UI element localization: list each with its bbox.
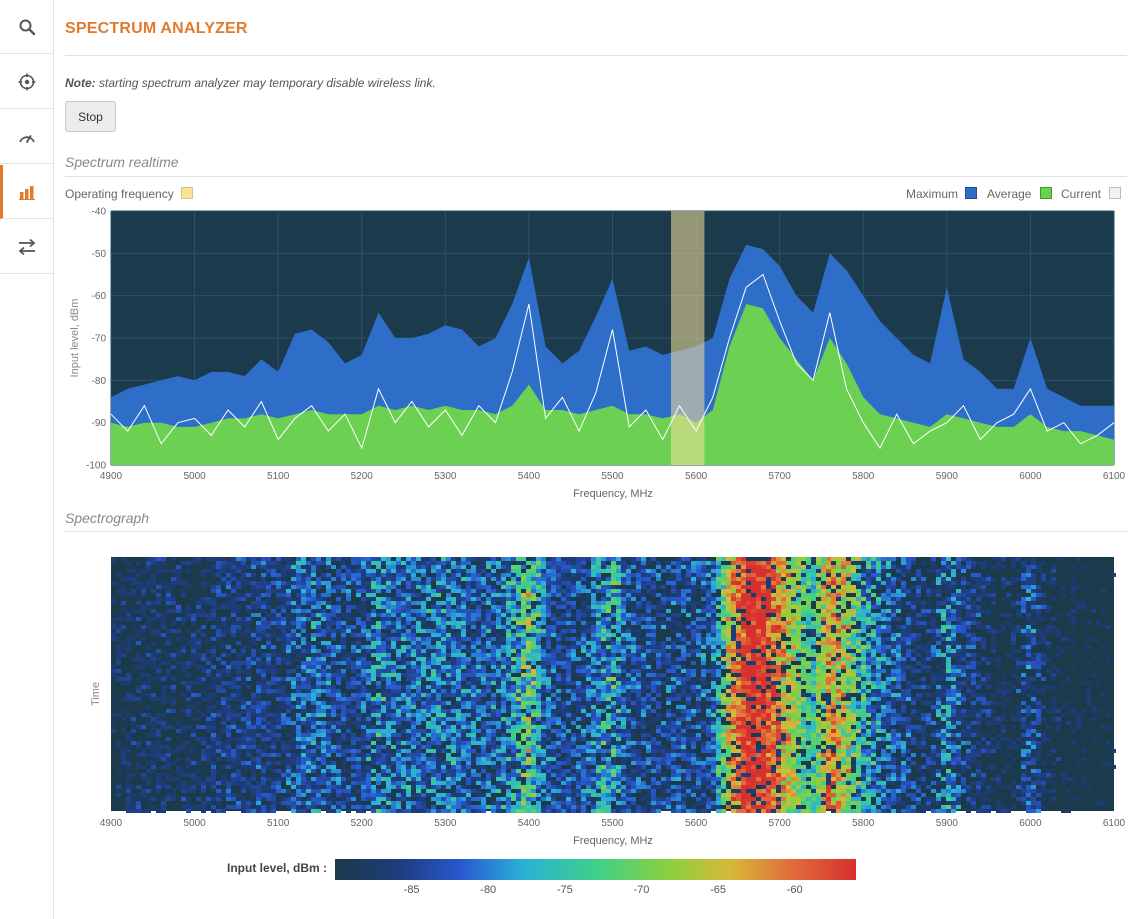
x-tick-label: 5800: [852, 818, 875, 829]
y-tick-label: -80: [92, 376, 107, 387]
x-tick-label: 5400: [518, 818, 541, 829]
spectrograph-cells: [111, 557, 1116, 813]
colorbar-tick-label: -70: [634, 884, 650, 896]
colorbar-tick-label: -65: [710, 884, 726, 896]
colorbar-tick-label: -60: [787, 884, 803, 896]
y-tick-label: -60: [92, 291, 107, 302]
x-tick-label: 6000: [1019, 471, 1042, 482]
y-tick-label: -100: [86, 461, 106, 472]
x-tick-label: 5500: [601, 471, 624, 482]
y-tick-label: -90: [92, 418, 107, 429]
colorbar: [335, 859, 856, 880]
operating-frequency-band: [671, 211, 705, 465]
spectrograph-plot-background: [111, 557, 1114, 811]
x-tick-label: 5800: [852, 471, 875, 482]
spectrograph-x-axis-label: Frequency, MHz: [573, 835, 653, 847]
colorbar-ticks: -85 -80 -75 -70 -65 -60: [404, 884, 803, 896]
x-tick-label: 5300: [434, 471, 457, 482]
y-tick-label: -70: [92, 334, 107, 345]
realtime-y-ticks: -40 -50 -60 -70 -80 -90 -100: [86, 207, 106, 472]
x-tick-label: 6000: [1019, 818, 1042, 829]
spectrograph-y-axis-label: Time: [90, 682, 102, 706]
x-tick-label: 5900: [936, 818, 959, 829]
x-tick-label: 5500: [601, 818, 624, 829]
x-tick-label: 6100: [1103, 471, 1126, 482]
x-tick-label: 5700: [769, 818, 792, 829]
x-tick-label: 5700: [769, 471, 792, 482]
colorbar-label: Input level, dBm :: [227, 861, 328, 875]
colorbar-tick-label: -85: [404, 884, 420, 896]
x-tick-label: 5000: [183, 471, 206, 482]
realtime-y-axis-label: Input level, dBm: [69, 299, 81, 378]
x-tick-label: 5600: [685, 818, 708, 829]
x-tick-label: 5400: [518, 471, 541, 482]
x-tick-label: 5900: [936, 471, 959, 482]
x-tick-label: 6100: [1103, 818, 1126, 829]
x-tick-label: 4900: [100, 471, 123, 482]
x-tick-label: 5600: [685, 471, 708, 482]
realtime-x-ticks: 4900 5000 5100 5200 5300 5400 5500 5600 5700 5800…: [100, 471, 1126, 482]
x-tick-label: 5200: [351, 818, 374, 829]
spectrograph-divider: [65, 531, 1127, 532]
spectrograph-x-ticks: 4900 5000 5100 5200 5300 5400 5500 5600 5700 5800…: [100, 818, 1126, 829]
x-tick-label: 5000: [183, 818, 206, 829]
y-tick-label: -40: [92, 207, 107, 218]
spectrum-realtime-chart: -40 -50 -60 -70 -80 -90 -100 4900 5000 5100 5200 5…: [69, 207, 1126, 501]
x-tick-label: 5100: [267, 471, 290, 482]
colorbar-tick-label: -80: [480, 884, 496, 896]
spectrograph-section-title: Spectrograph: [65, 510, 150, 526]
y-tick-label: -50: [92, 249, 107, 260]
x-tick-label: 5300: [434, 818, 457, 829]
colorbar-tick-label: -75: [557, 884, 573, 896]
realtime-x-axis-label: Frequency, MHz: [573, 488, 653, 500]
x-tick-label: 4900: [100, 818, 123, 829]
x-tick-label: 5200: [351, 471, 374, 482]
x-tick-label: 5100: [267, 818, 290, 829]
